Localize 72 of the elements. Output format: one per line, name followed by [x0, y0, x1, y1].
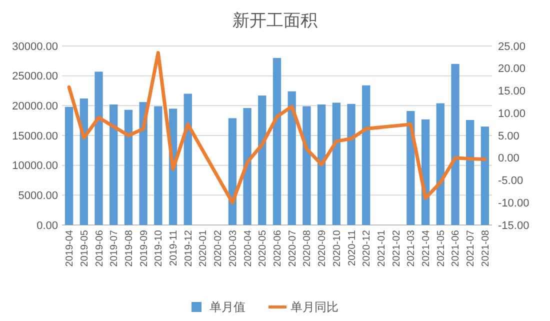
y2-tick-label: 15.00: [498, 86, 526, 98]
y-tick-label: 0.00: [36, 220, 58, 232]
x-tick-label: 2020-02: [213, 230, 224, 267]
x-tick-label: 2019-07: [109, 230, 120, 267]
x-tick-label: 2019-08: [124, 230, 135, 267]
x-tick-label: 2020-01: [198, 230, 210, 267]
y2-tick-label: 20.00: [498, 63, 526, 76]
x-tick-label: 2021-03: [406, 230, 418, 267]
x-tick-label: 2019-10: [154, 230, 165, 267]
x-tick-label: 2020-04: [242, 230, 254, 267]
y-tick-label: 15000.00: [12, 130, 58, 142]
y2-tick-label: -10.00: [498, 197, 530, 210]
y-tick-label: 30000.00: [12, 40, 58, 53]
x-tick-label: 2019-06: [94, 230, 106, 267]
x-tick-label: 2020-12: [362, 230, 373, 267]
y2-tick-label: -15.00: [498, 220, 530, 232]
bar: [94, 72, 103, 225]
bar: [302, 106, 311, 225]
bar: [288, 91, 296, 225]
x-tick-label: 2020-09: [317, 230, 328, 267]
x-tick-label: 2021-02: [391, 230, 402, 267]
x-tick-label: 2020-06: [272, 230, 284, 267]
y-tick-label: 20000.00: [12, 100, 58, 113]
x-tick-label: 2019-05: [79, 230, 90, 267]
bar: [451, 64, 460, 225]
bar: [347, 104, 356, 225]
x-tick-label: 2019-11: [168, 230, 180, 266]
bar: [480, 126, 490, 225]
x-tick-label: 2020-11: [346, 230, 358, 266]
line-series: [67, 50, 487, 204]
bar: [466, 120, 474, 225]
x-tick-label: 2020-05: [258, 230, 269, 267]
y-tick-label: 10000.00: [12, 160, 58, 172]
y2-tick-label: 10.00: [498, 108, 526, 120]
x-tick-label: 2020-10: [332, 230, 343, 267]
legend-label: 单月值: [210, 300, 246, 314]
bar: [139, 102, 148, 225]
x-tick-label: 2021-07: [466, 230, 477, 267]
chart-title: 新开工面积: [232, 11, 318, 30]
y2-tick-label: -5.00: [498, 175, 524, 188]
y2-tick-label: 25.00: [498, 40, 526, 53]
bar: [154, 106, 162, 225]
bar: [317, 104, 326, 225]
x-tick-label: 2021-06: [450, 230, 462, 267]
legend-label: 单月同比: [290, 300, 338, 314]
x-tick-label: 2019-09: [138, 230, 150, 267]
bar: [64, 106, 74, 225]
x-tick-label: 2019-12: [183, 230, 194, 267]
bar: [362, 85, 370, 225]
bar: [110, 104, 118, 225]
bar: [436, 103, 444, 225]
x-tick-label: 2021-05: [436, 230, 447, 267]
bar: [80, 98, 88, 225]
y2-tick-label: 0.00: [498, 152, 520, 165]
x-tick-label: 2021-08: [480, 230, 492, 267]
x-tick-label: 2020-07: [287, 230, 298, 267]
bar: [258, 96, 266, 225]
y2-tick-label: 5.00: [498, 130, 520, 142]
y-tick-label: 5000.00: [18, 190, 58, 202]
x-tick-label: 2020-03: [228, 230, 239, 267]
x-tick-label: 2021-01: [376, 230, 388, 267]
bar: [124, 110, 133, 225]
y-tick-label: 25000.00: [12, 70, 58, 83]
x-tick-label: 2021-04: [421, 230, 432, 267]
bar: [184, 94, 192, 225]
bar: [243, 108, 252, 225]
bar: [272, 58, 282, 225]
x-tick-label: 2019-04: [64, 230, 76, 267]
bar: [332, 102, 340, 225]
bar: [228, 118, 237, 225]
x-tick-label: 2020-08: [302, 230, 314, 267]
bar: [406, 111, 415, 225]
